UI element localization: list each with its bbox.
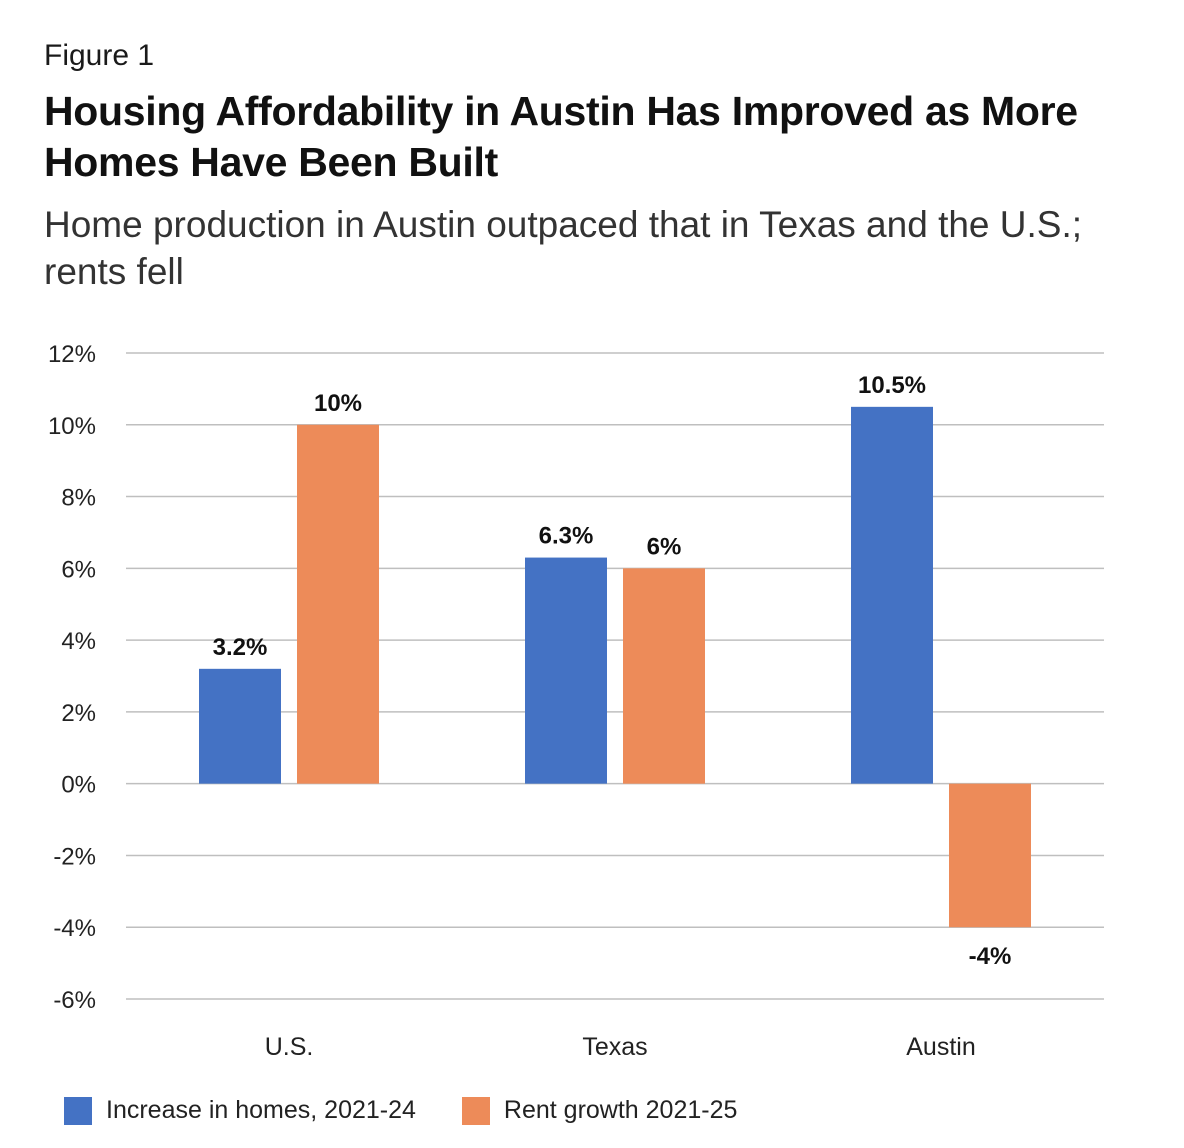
legend-item-homes: Increase in homes, 2021-24 [64,1096,416,1125]
chart-title: Housing Affordability in Austin Has Impr… [44,88,1078,185]
bar [525,557,607,784]
data-label: 10.5% [858,372,926,399]
y-tick-label: -2% [53,843,96,870]
legend-swatch-rent [461,1096,490,1125]
data-label: 3.2% [213,634,268,661]
y-tick-label: 0% [61,772,96,799]
y-tick-label: 12% [48,341,96,368]
x-tick-label: U.S. [265,1033,314,1061]
y-tick-label: 4% [61,628,96,655]
bar [199,668,281,784]
bar [623,568,705,784]
y-tick-label: 8% [61,485,96,512]
data-label: 6.3% [539,523,594,550]
bar [297,424,379,784]
x-tick-label: Texas [582,1033,647,1061]
x-tick-label: Austin [906,1033,975,1061]
legend-label-rent: Rent growth 2021-25 [503,1096,738,1124]
data-label: 10% [314,390,362,417]
data-label: -4% [969,943,1012,970]
y-tick-label: -6% [53,987,96,1014]
chart-legend: Increase in homes, 2021-24 Rent growth 2… [64,1096,783,1125]
legend-item-rent: Rent growth 2021-25 [461,1096,738,1125]
bar [851,406,933,784]
bar-chart: 12% 10% 8% 6% 4% 2% 0% -2% -4% -6% 3.2% 10% U.S. 6.3%… [48,341,1104,1061]
figure-label: Figure 1 [44,39,155,72]
data-label: 6% [647,533,682,560]
bar [949,783,1031,928]
y-tick-label: 10% [48,413,96,440]
chart-subtitle: Home production in Austin outpaced that … [44,204,1083,292]
y-tick-label: -4% [53,915,96,942]
y-tick-label: 2% [61,700,96,727]
legend-swatch-homes [64,1096,92,1125]
legend-label-homes: Increase in homes, 2021-24 [106,1096,416,1124]
y-tick-label: 6% [61,556,96,583]
